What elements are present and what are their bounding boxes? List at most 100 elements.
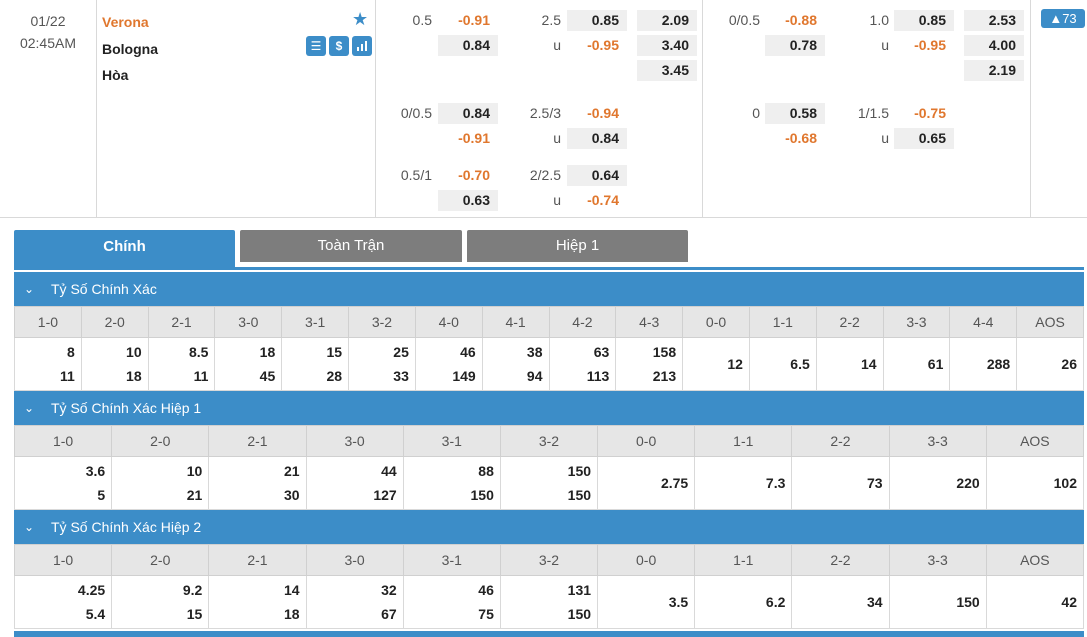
odds-value[interactable]: 14 (860, 356, 877, 372)
odds-cell[interactable]: 0.64 (567, 165, 627, 186)
odds-value[interactable]: 44 (381, 463, 397, 479)
score-odds-cell[interactable]: 73 (791, 456, 890, 510)
odds-value[interactable]: 10 (126, 344, 142, 360)
odds-value[interactable]: 18 (259, 344, 276, 360)
section-header[interactable]: ⌄ Tỷ Số Chính Xác Hiệp 1 (14, 391, 1084, 425)
odds-value[interactable]: 46 (460, 344, 476, 360)
score-odds-cell[interactable]: 8 11 (14, 337, 82, 391)
odds-value[interactable]: 150 (567, 463, 592, 479)
odds-value[interactable]: 5 (97, 487, 106, 503)
odds-cell[interactable]: 0.78 (765, 35, 825, 56)
odds-value[interactable]: 213 (652, 368, 677, 384)
odds-cell[interactable]: -0.68 (785, 130, 817, 146)
odds-value[interactable]: 11 (193, 368, 209, 384)
odds-value[interactable]: 149 (452, 368, 476, 384)
odds-value[interactable]: 26 (1061, 356, 1077, 372)
score-odds-cell[interactable]: 61 (882, 337, 951, 391)
odds-value[interactable]: 21 (283, 463, 300, 479)
odds-value[interactable]: 33 (393, 368, 409, 384)
score-odds-cell[interactable]: 44 127 (305, 456, 404, 510)
odds-value[interactable]: 30 (283, 487, 300, 503)
more-markets-button[interactable]: ▲73 (1041, 9, 1085, 28)
section-header[interactable]: ⌄ Tỷ Số Chính Xác Hiệp 2 (14, 510, 1084, 544)
odds-cell[interactable]: -0.70 (458, 167, 490, 183)
score-odds-cell[interactable]: 46 149 (414, 337, 483, 391)
home-team[interactable]: Verona (102, 14, 149, 30)
score-odds-cell[interactable]: 150 150 (499, 456, 599, 510)
score-odds-cell[interactable]: 26 (1016, 337, 1084, 391)
score-odds-cell[interactable]: 34 (791, 575, 890, 629)
score-odds-cell[interactable]: 220 (888, 456, 987, 510)
odds-cell[interactable]: 2.19 (964, 60, 1024, 81)
odds-value[interactable]: 158 (652, 344, 677, 360)
odds-value[interactable]: 88 (478, 463, 494, 479)
score-odds-cell[interactable]: 14 (815, 337, 884, 391)
section-header[interactable]: ⌄ Tỷ Số Chính Xác (14, 272, 1084, 306)
odds-value[interactable]: 12 (727, 356, 743, 372)
odds-value[interactable]: 15 (326, 344, 343, 360)
score-odds-cell[interactable]: 42 (985, 575, 1085, 629)
odds-value[interactable]: 8.5 (188, 344, 209, 360)
score-odds-cell[interactable]: 10 21 (111, 456, 210, 510)
odds-cell[interactable]: -0.75 (914, 105, 946, 121)
tab-main[interactable]: Chính (14, 230, 235, 267)
odds-value[interactable]: 113 (586, 368, 610, 384)
odds-value[interactable]: 150 (956, 594, 980, 610)
score-odds-cell[interactable]: 88 150 (402, 456, 501, 510)
odds-value[interactable]: 18 (283, 606, 300, 622)
odds-cell[interactable]: -0.95 (587, 37, 619, 53)
odds-value[interactable]: 73 (866, 475, 883, 491)
odds-value[interactable]: 34 (866, 594, 883, 610)
score-odds-cell[interactable]: 10 18 (80, 337, 149, 391)
odds-value[interactable]: 38 (526, 344, 543, 360)
score-odds-cell[interactable]: 288 (949, 337, 1018, 391)
odds-cell[interactable]: 0.85 (894, 10, 954, 31)
odds-value[interactable]: 75 (478, 606, 494, 622)
odds-cell[interactable]: -0.74 (587, 192, 619, 208)
odds-value[interactable]: 63 (593, 344, 610, 360)
score-odds-cell[interactable]: 3.5 (597, 575, 696, 629)
odds-value[interactable]: 25 (393, 344, 409, 360)
score-odds-cell[interactable]: 7.3 (694, 456, 793, 510)
odds-value[interactable]: 150 (567, 487, 592, 503)
score-odds-cell[interactable]: 46 75 (402, 575, 501, 629)
odds-value[interactable]: 6.5 (790, 356, 810, 372)
chevron-down-icon[interactable]: ⌄ (24, 401, 35, 415)
odds-value[interactable]: 45 (259, 368, 276, 384)
odds-value[interactable]: 94 (526, 368, 543, 384)
score-odds-cell[interactable]: 18 45 (214, 337, 283, 391)
score-odds-cell[interactable]: 9.2 15 (111, 575, 210, 629)
score-odds-cell[interactable]: 102 (985, 456, 1085, 510)
score-odds-cell[interactable]: 4.25 5.4 (13, 575, 113, 629)
odds-value[interactable]: 18 (126, 368, 142, 384)
odds-value[interactable]: 9.2 (182, 582, 203, 598)
score-odds-cell[interactable]: 131 150 (499, 575, 599, 629)
odds-cell[interactable]: 0.84 (567, 128, 627, 149)
odds-cell[interactable]: 0.58 (765, 103, 825, 124)
odds-cell[interactable]: -0.91 (458, 12, 490, 28)
score-odds-cell[interactable]: 25 33 (348, 337, 416, 391)
odds-value[interactable]: 3.5 (668, 594, 689, 610)
odds-cell[interactable]: -0.91 (458, 130, 490, 146)
odds-value[interactable]: 15 (186, 606, 203, 622)
odds-value[interactable]: 131 (567, 582, 592, 598)
odds-value[interactable]: 14 (283, 582, 300, 598)
chevron-down-icon[interactable]: ⌄ (24, 282, 35, 296)
odds-value[interactable]: 61 (927, 356, 944, 372)
odds-cell[interactable]: 3.45 (637, 60, 697, 81)
odds-cell[interactable]: 0.63 (438, 190, 498, 211)
score-odds-cell[interactable]: 6.5 (748, 337, 817, 391)
odds-cell[interactable]: 2.53 (964, 10, 1024, 31)
odds-cell[interactable]: 0.84 (438, 103, 498, 124)
odds-value[interactable]: 46 (478, 582, 494, 598)
odds-value[interactable]: 3.6 (85, 463, 106, 479)
bar-chart-icon[interactable] (352, 36, 372, 56)
odds-value[interactable]: 2.75 (660, 475, 689, 491)
score-odds-cell[interactable]: 32 67 (305, 575, 404, 629)
tab-full-match[interactable]: Toàn Trận (240, 230, 462, 262)
score-odds-cell[interactable]: 15 28 (281, 337, 350, 391)
score-odds-cell[interactable]: 8.5 11 (147, 337, 216, 391)
odds-cell[interactable]: 0.65 (894, 128, 954, 149)
odds-cell[interactable]: 2.09 (637, 10, 697, 31)
odds-value[interactable]: 21 (186, 487, 203, 503)
